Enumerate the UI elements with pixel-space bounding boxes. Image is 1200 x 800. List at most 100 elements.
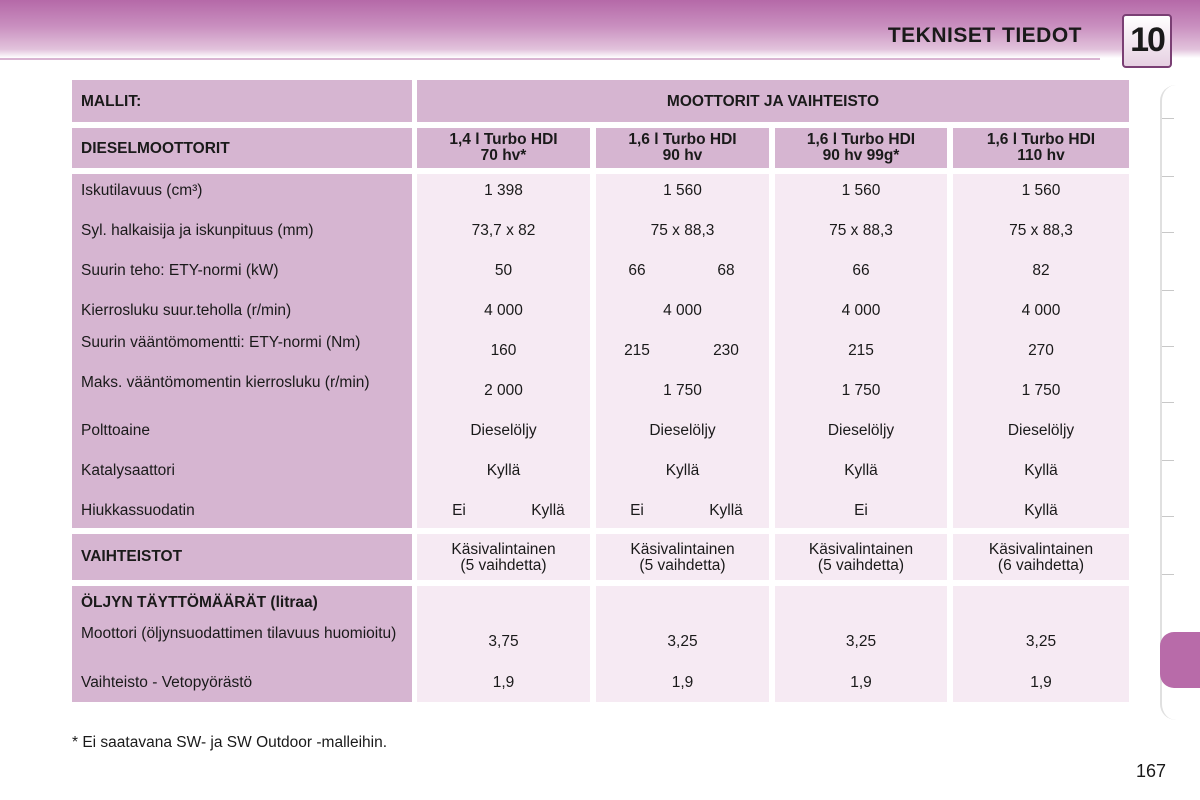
spec-value: 1 560: [663, 182, 702, 199]
spec-value: 1 560: [841, 182, 881, 199]
gearbox-value-cell: Käsivalintainen (5 vaihdetta): [596, 534, 769, 580]
oil-value: 3,25: [845, 633, 877, 650]
oil-value-column: [953, 586, 1129, 702]
oil-value: 3,25: [667, 633, 698, 650]
spec-row-label: Syl. halkaisija ja iskunpituus (mm): [81, 222, 314, 239]
side-index-tick: [1162, 232, 1174, 233]
spec-value: 270: [1028, 342, 1054, 359]
spec-value: 4 000: [663, 302, 702, 319]
spec-row-label: Suurin vääntömomentti: ETY-normi (Nm): [81, 334, 361, 351]
diesel-label: DIESELMOOTTORIT: [81, 140, 230, 157]
spec-value: 215: [624, 342, 650, 359]
spec-value: 4 000: [484, 302, 523, 319]
spec-value-column: [417, 174, 590, 528]
side-index-active-tab: [1160, 632, 1200, 688]
column-header-line2: 110 hv: [1017, 147, 1065, 164]
oil-value: 1,9: [492, 674, 515, 691]
spec-value: 230: [713, 342, 739, 359]
side-index-tick: [1162, 516, 1174, 517]
footnote: * Ei saatavana SW- ja SW Outdoor -mallei…: [72, 734, 388, 751]
spec-row-label: Katalysaattori: [81, 462, 175, 479]
spec-label-column: [72, 174, 412, 528]
spec-value: 75 x 88,3: [1009, 222, 1073, 239]
column-header-line1: 1,4 l Turbo HDI: [449, 131, 558, 148]
spec-row-label: Hiukkassuodatin: [81, 502, 195, 519]
spec-value: Kyllä: [531, 502, 565, 519]
oil-label-column: [72, 586, 412, 702]
spec-value: Kyllä: [665, 462, 700, 479]
spec-value: 215: [848, 342, 874, 359]
diesel-label-cell: DIESELMOOTTORIT: [72, 128, 412, 168]
models-label: MALLIT:: [81, 93, 142, 110]
spec-value: 82: [1032, 262, 1050, 279]
spec-row-label: Kierrosluku suur.teholla (r/min): [81, 302, 292, 319]
spec-value: Ei: [630, 502, 644, 519]
column-header: 1,6 l Turbo HDI 90 hv: [596, 128, 769, 168]
gearbox-type: Käsivalintainen: [451, 541, 556, 558]
side-index-tick: [1162, 574, 1174, 575]
spec-value: 4 000: [1021, 302, 1061, 319]
gearbox-gears: (6 vaihdetta): [997, 557, 1085, 574]
spec-value: Kyllä: [844, 462, 878, 479]
column-header-line1: 1,6 l Turbo HDI: [806, 131, 916, 148]
chapter-number: 10: [1130, 21, 1166, 59]
gearbox-value-cell: Käsivalintainen (5 vaihdetta): [417, 534, 590, 580]
spec-row-label: Iskutilavuus (cm³): [81, 182, 203, 199]
oil-value: 3,75: [488, 633, 519, 650]
oil-value-column: [596, 586, 769, 702]
gearbox-type: Käsivalintainen: [988, 541, 1094, 558]
oil-value-column: [417, 586, 590, 702]
gearbox-value-cell: Käsivalintainen (5 vaihdetta): [775, 534, 947, 580]
column-header: 1,6 l Turbo HDI 90 hv 99g*: [775, 128, 947, 168]
spec-value: Kyllä: [1024, 502, 1058, 519]
side-index-tick: [1162, 402, 1174, 403]
header-divider: [0, 58, 1100, 60]
column-header: 1,6 l Turbo HDI 110 hv: [953, 128, 1129, 168]
spec-value-column: [596, 174, 769, 528]
column-header: 1,4 l Turbo HDI 70 hv*: [417, 128, 590, 168]
spec-value-column: [775, 174, 947, 528]
spec-row-label: Maks. vääntömomentin kierrosluku (r/min): [81, 374, 370, 391]
chapter-tab: 10: [1122, 14, 1172, 68]
spec-row-label: Suurin teho: ETY-normi (kW): [81, 262, 279, 279]
column-header-line2: 70 hv*: [480, 147, 527, 164]
spec-value: Dieselöljy: [649, 422, 716, 439]
spec-value: 2 000: [484, 382, 523, 399]
spec-value: Kyllä: [709, 502, 743, 519]
spec-value: 160: [490, 342, 517, 359]
spec-value: 66: [852, 262, 870, 279]
header-band: [0, 0, 1200, 58]
column-header-line2: 90 hv 99g*: [822, 147, 900, 164]
column-header-line1: 1,6 l Turbo HDI: [628, 131, 737, 148]
oil-section-label: ÖLJYN TÄYTTÖMÄÄRÄT (litraa): [81, 594, 318, 611]
spec-value: 66: [628, 262, 646, 279]
side-index-tick: [1162, 118, 1174, 119]
spec-value: Ei: [854, 502, 868, 519]
models-label-cell: MALLIT:: [72, 80, 412, 122]
engines-header: MOOTTORIT JA VAIHTEISTO: [666, 93, 880, 110]
spec-value: 50: [494, 262, 513, 279]
spec-value: 1 560: [1021, 182, 1061, 199]
spec-value: 1 398: [484, 182, 523, 199]
spec-row-label: Polttoaine: [81, 422, 150, 439]
spec-value: 1 750: [841, 382, 881, 399]
oil-value-column: [775, 586, 947, 702]
spec-value: 1 750: [663, 382, 702, 399]
column-header-line1: 1,6 l Turbo HDI: [986, 131, 1096, 148]
gearbox-gears: (5 vaihdetta): [460, 557, 547, 574]
gearbox-label-cell: VAIHTEISTOT: [72, 534, 412, 580]
side-index: [1160, 85, 1200, 720]
spec-value: 75 x 88,3: [829, 222, 893, 239]
spec-value: Dieselöljy: [1007, 422, 1075, 439]
oil-value: 3,25: [1025, 633, 1057, 650]
spec-value: Ei: [452, 502, 466, 519]
page-title: TEKNISET TIEDOT: [887, 24, 1082, 47]
side-index-tick: [1162, 290, 1174, 291]
side-index-tick: [1162, 176, 1174, 177]
oil-value: 1,9: [671, 674, 694, 691]
oil-value: 1,9: [850, 674, 872, 691]
oil-row-label: Moottori (öljynsuodattimen tilavuus huom…: [81, 625, 397, 642]
side-index-tick: [1162, 346, 1174, 347]
spec-value: Kyllä: [486, 462, 521, 479]
spec-value: 73,7 x 82: [471, 222, 536, 239]
